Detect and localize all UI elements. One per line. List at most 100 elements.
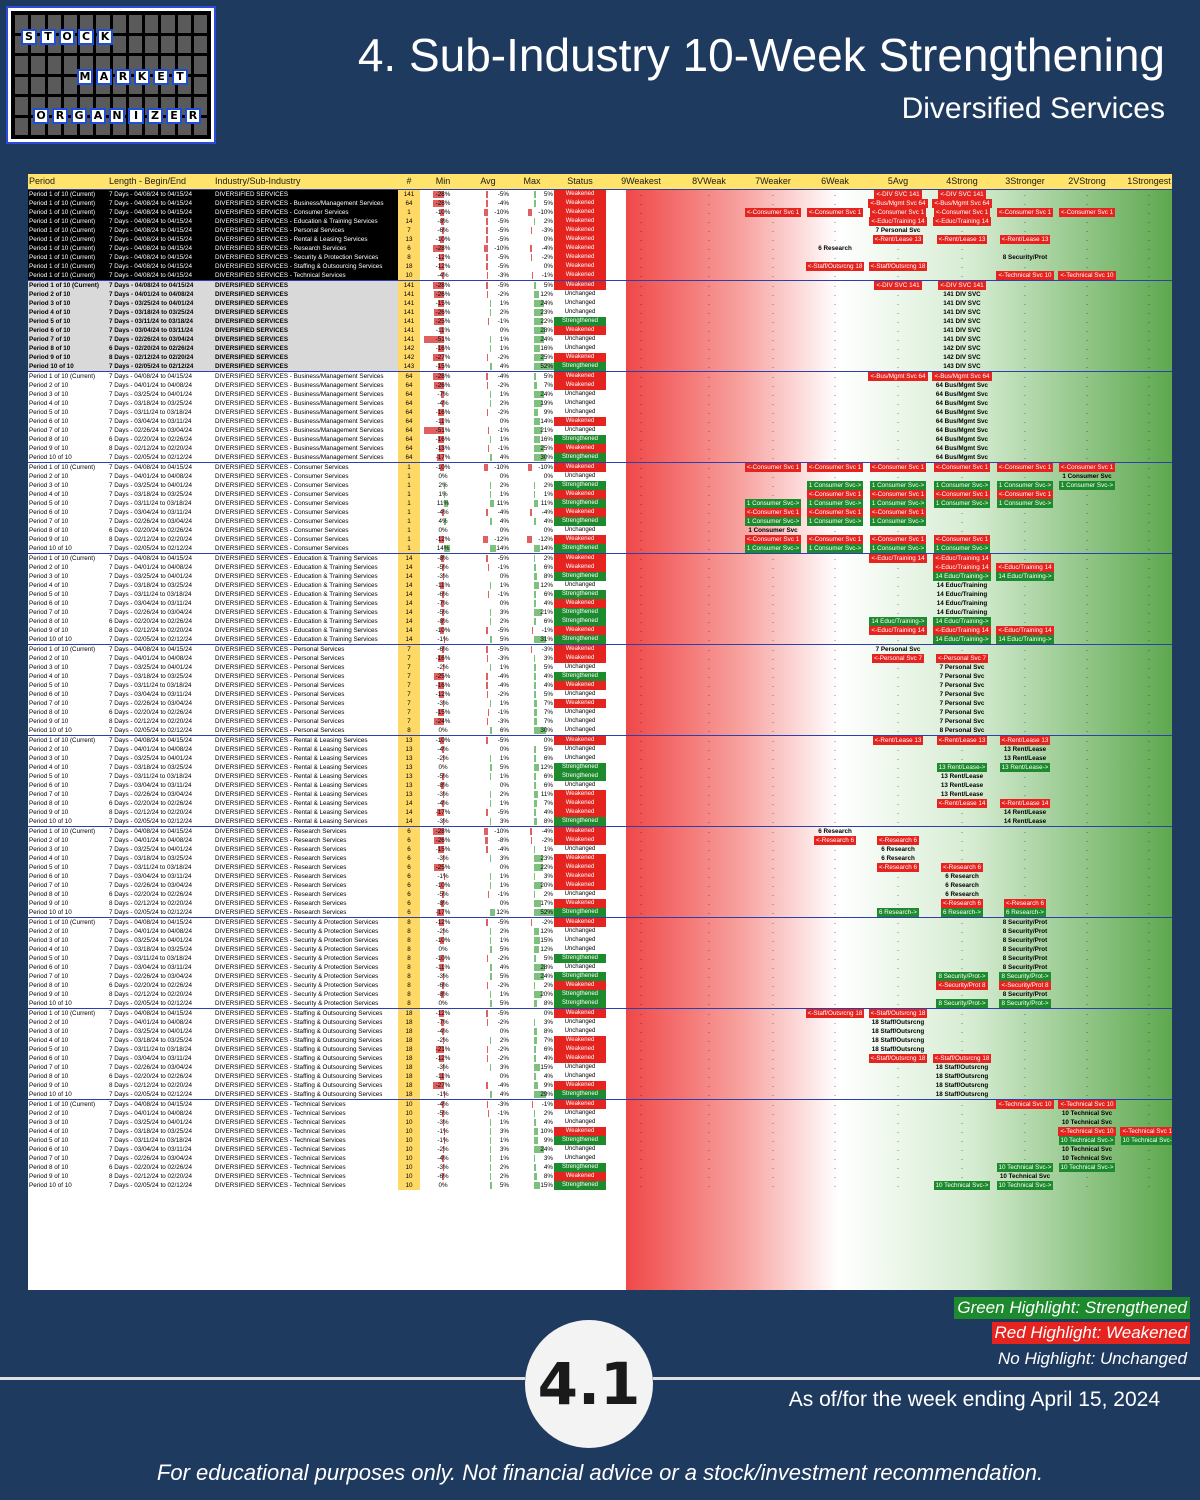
stage-4-cell: 64 Bus/Mgmt Svc — [930, 444, 994, 453]
avg-value: 2% — [499, 1164, 509, 1171]
stage-9-cell: . — [640, 673, 642, 680]
max-bar — [534, 991, 542, 998]
stage-4-cell: <-Bus/Mgmt Svc 64 — [930, 371, 994, 381]
stage-2-cell: . — [1086, 900, 1088, 907]
length-cell: 7 Days - 03/18/24 to 03/25/24 — [109, 491, 192, 498]
stage-4-cell: . — [961, 818, 963, 825]
stage-4-cell: . — [930, 826, 994, 836]
stage-4-cell: <-Security/Prot 8 — [930, 981, 994, 990]
min-bar — [439, 536, 444, 543]
count-cell: 18 — [398, 1045, 420, 1054]
count-cell: 7 — [398, 654, 420, 663]
min-cell: -4% — [420, 1099, 466, 1109]
min-bar — [442, 891, 444, 898]
min-cell: -10% — [420, 235, 466, 244]
stage-chip: 1 Consumer Svc-> — [806, 499, 864, 508]
stage-2-cell: . — [1086, 873, 1088, 880]
avg-cell: -2% — [466, 954, 510, 963]
max-value: 7% — [543, 800, 553, 807]
stage-5-cell: . — [897, 973, 899, 980]
stage-chip: 10 Technical Svc-> — [996, 1181, 1054, 1190]
min-cell: -3% — [420, 699, 466, 708]
max-cell: 2% — [510, 217, 554, 226]
length-cell: 7 Days - 03/25/24 to 04/01/24 — [109, 664, 192, 671]
stage-6-cell: . — [804, 553, 866, 563]
stage-1-cell: . — [1148, 946, 1150, 953]
period-cell: Period 6 of 10 — [29, 964, 69, 971]
avg-value: -2% — [497, 691, 509, 698]
max-cell: 4% — [510, 681, 554, 690]
avg-value: 2% — [499, 1173, 509, 1180]
stage-7-cell: . — [772, 682, 774, 689]
stage-2-cell: . — [1086, 864, 1088, 871]
status-badge: Weakened — [554, 1127, 606, 1136]
status-badge: Weakened — [554, 280, 606, 290]
max-value: 17% — [540, 900, 553, 907]
stage-7-cell: . — [742, 917, 804, 927]
min-value: -1% — [437, 1128, 449, 1135]
min-value: -1% — [437, 873, 449, 880]
stage-8-cell: . — [708, 791, 710, 798]
stage-4-cell: . — [961, 746, 963, 753]
min-value: 1% — [438, 491, 448, 498]
count-cell: 7 — [398, 663, 420, 672]
status-badge: Strengthened — [554, 1163, 606, 1172]
max-cell: 0% — [510, 235, 554, 244]
period-cell: Period 3 of 10 — [29, 846, 69, 853]
stage-1-cell: . — [1148, 1091, 1150, 1098]
stage-chip: <-Bus/Mgmt Svc 64 — [932, 372, 992, 381]
min-cell: -4% — [420, 1027, 466, 1036]
stage-9-cell: . — [640, 791, 642, 798]
avg-value: 1% — [499, 773, 509, 780]
count-cell: 14 — [398, 572, 420, 581]
min-value: -1% — [437, 636, 449, 643]
stage-2-cell: 10 Technical Svc — [1056, 1154, 1118, 1163]
min-value: -2% — [437, 1037, 449, 1044]
industry-cell: DIVERSIFIED SERVICES - Staffing & Outsou… — [214, 1008, 398, 1018]
stage-2-cell: . — [1086, 382, 1088, 389]
avg-bar — [486, 373, 488, 380]
max-value: 5% — [543, 191, 553, 198]
stage-1-cell: . — [1148, 691, 1150, 698]
max-bar — [534, 955, 536, 962]
avg-value: 0% — [499, 864, 509, 871]
stage-9-cell: . — [640, 1000, 642, 1007]
max-value: 24% — [540, 336, 553, 343]
table-row: Period 3 of 10 7 Days - 03/25/24 to 04/01… — [28, 1118, 1172, 1127]
avg-cell: -1% — [466, 1109, 510, 1118]
stage-6-cell: . — [834, 864, 836, 871]
max-value: 14% — [540, 418, 553, 425]
logo-letter: I — [128, 108, 144, 124]
max-value: 28% — [540, 327, 553, 334]
stage-chip: 10 Technical Svc — [1061, 1146, 1113, 1153]
logo-tile — [128, 35, 142, 53]
avg-bar — [486, 646, 488, 653]
stage-8-cell: . — [708, 418, 710, 425]
stage-7-cell: 1 Consumer Svc-> — [742, 517, 804, 526]
column-header: 8VWeak — [676, 174, 742, 190]
avg-cell: -10% — [466, 462, 510, 472]
stage-chip: <-Educ/Training 14 — [933, 554, 991, 563]
count-cell: 13 — [398, 735, 420, 745]
stage-4-cell: . — [961, 1028, 963, 1035]
stage-2-cell: . — [1086, 1091, 1088, 1098]
stage-chip: 13 Rent/Lease — [1003, 746, 1047, 753]
stage-9-cell: . — [640, 445, 642, 452]
stage-1-cell: . — [1148, 709, 1150, 716]
stage-5-cell: . — [897, 391, 899, 398]
industry-cell: DIVERSIFIED SERVICES - Staffing & Outsou… — [215, 1028, 383, 1035]
stage-7-cell: . — [772, 263, 774, 270]
length-cell: 6 Days - 02/20/24 to 02/26/24 — [109, 891, 192, 898]
stage-2-cell: . — [1086, 336, 1088, 343]
stage-2-cell: . — [1086, 500, 1088, 507]
min-value: -2% — [437, 928, 449, 935]
max-bar — [534, 327, 546, 334]
max-bar — [528, 209, 532, 216]
status-badge: Strengthened — [554, 817, 606, 827]
min-cell: -5% — [420, 1109, 466, 1118]
table-row: Period 4 of 10 7 Days - 03/18/24 to 03/25… — [28, 490, 1172, 499]
avg-cell: -4% — [466, 1081, 510, 1090]
stage-chip: <-Consumer Svc 1 — [869, 463, 927, 472]
stage-5-cell: . — [897, 782, 899, 789]
min-cell: -13% — [420, 444, 466, 453]
